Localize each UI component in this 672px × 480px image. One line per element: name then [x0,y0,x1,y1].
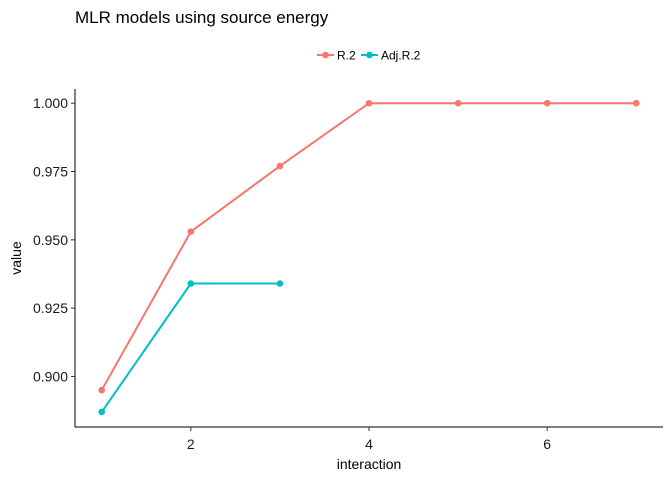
x-tick-label: 2 [187,436,195,452]
data-point-r-2 [187,228,195,235]
legend-item-adj-r2: Adj.R.2 [361,49,421,63]
legend-label-adj-r2: Adj.R.2 [381,49,421,63]
legend-key-marker-r2 [322,51,329,59]
series-line-r-2 [100,102,637,391]
x-tick-label: 4 [365,436,373,452]
y-tick-label: 0.925 [33,300,68,316]
x-axis-title: interaction [337,456,402,472]
series-layer [98,99,640,416]
data-point-r-2 [276,162,284,170]
y-axis-title: value [8,241,24,275]
y-axis-ticks: 0.900 0.925 0.950 0.975 1.000 [33,95,75,384]
legend-key-marker-adj-r2 [366,51,373,59]
data-point-r-2 [365,99,373,107]
chart-title: MLR models using source energy [75,8,329,27]
data-point-r-2 [454,99,462,107]
series-line-adj-r-2 [100,282,280,413]
y-tick-label: 0.975 [33,164,68,180]
data-point-adj-r-2 [98,408,106,416]
data-point-r-2 [98,386,106,394]
legend-label-r2: R.2 [337,49,356,63]
data-point-adj-r-2 [276,280,284,287]
y-tick-label: 1.000 [33,95,68,111]
legend-item-r2: R.2 [317,49,356,63]
legend: R.2 Adj.R.2 [317,49,421,63]
x-axis-ticks: 2 4 6 [187,427,551,452]
y-tick-label: 0.900 [33,368,68,384]
data-point-adj-r-2 [187,280,195,287]
data-point-r-2 [543,99,551,107]
data-point-r-2 [632,99,640,107]
y-tick-label: 0.950 [33,232,68,248]
x-tick-label: 6 [543,436,551,452]
